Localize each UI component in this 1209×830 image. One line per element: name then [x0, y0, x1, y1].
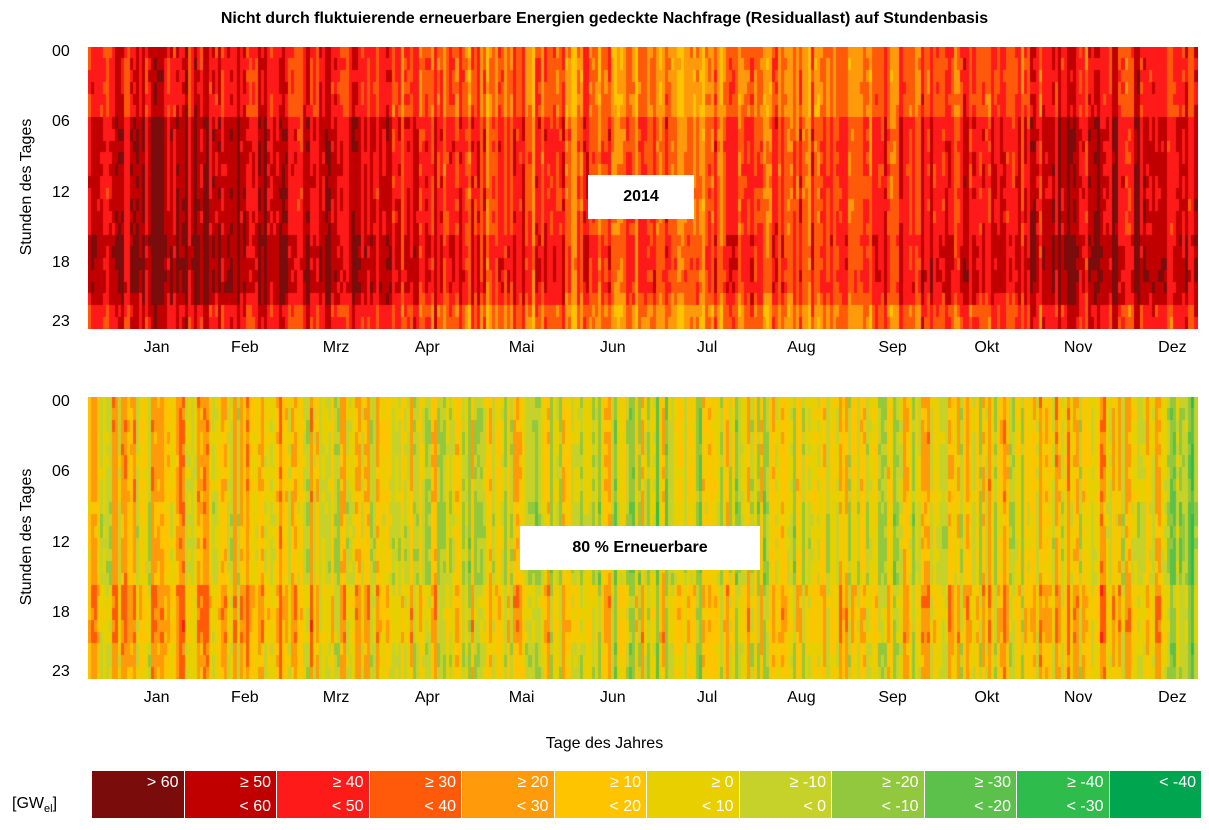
- legend-item-top: ≥ -40: [1067, 774, 1104, 791]
- legend-item-top: ≥ -20: [882, 774, 919, 791]
- legend-item-top: > 60: [146, 774, 179, 791]
- legend-item-bottom: < 0: [803, 798, 826, 815]
- x-tick-label: Nov: [1063, 689, 1093, 706]
- panel-label-80: 80 % Erneuerbare: [520, 526, 760, 570]
- x-tick-label: Feb: [231, 689, 259, 706]
- legend-item: > 60: [92, 771, 185, 818]
- legend-item: ≥ -30 < -20: [924, 771, 1017, 818]
- legend-item-bottom: < 60: [239, 798, 271, 815]
- legend-item: ≥ 20 < 30: [462, 771, 555, 818]
- legend-item-bottom: < 20: [609, 798, 641, 815]
- legend-item-bottom: < 30: [516, 798, 549, 815]
- legend-item-top: ≥ -10: [789, 774, 826, 791]
- legend-item: < -40: [1109, 771, 1202, 818]
- x-tick-label: Feb: [231, 339, 259, 356]
- legend-item-top: ≥ 30: [424, 774, 456, 791]
- legend-item-bottom: < -20: [974, 798, 1011, 815]
- legend-item-bottom: < -30: [1066, 798, 1104, 815]
- y-tick-label: 12: [52, 533, 70, 551]
- legend-item-top: ≥ -30: [974, 774, 1011, 791]
- y-tick-label: 06: [52, 463, 70, 481]
- x-tick-label: Mai: [508, 689, 535, 706]
- y-axis-label-panel1: Stunden des Tages: [18, 118, 35, 256]
- legend-unit-label: [GWel]: [12, 795, 58, 816]
- legend-item: ≥ -10 < 0: [739, 771, 832, 818]
- legend-item: ≥ 30 < 40: [369, 771, 462, 818]
- legend-item: ≥ 40 < 50: [277, 771, 370, 818]
- legend-item-top: ≥ 20: [517, 774, 549, 791]
- x-tick-label: Aug: [787, 339, 816, 356]
- y-tick-label: 23: [52, 663, 70, 681]
- y-tick-label: 00: [52, 42, 70, 60]
- x-tick-label: Apr: [414, 339, 440, 356]
- legend-item-top: ≥ 40: [332, 774, 364, 791]
- legend-item-top: ≥ 50: [239, 774, 271, 791]
- x-tick-label: Okt: [974, 689, 1000, 706]
- color-legend: > 60 ≥ 50 < 60 ≥ 40 < 50 ≥ 30 < 40 ≥ 20 < 30 ≥ 10…: [92, 771, 1202, 818]
- legend-item-top: ≥ 0: [711, 774, 734, 791]
- x-tick-label: Sep: [878, 339, 907, 356]
- legend-item: ≥ -40 < -30: [1017, 771, 1110, 818]
- legend-item: ≥ 50 < 60: [184, 771, 277, 818]
- x-tick-label: Sep: [878, 689, 907, 706]
- legend-item-top: ≥ 10: [609, 774, 641, 791]
- x-tick-label: Mrz: [322, 689, 350, 706]
- x-tick-label: Mrz: [322, 339, 350, 356]
- x-tick-label: Mai: [508, 339, 535, 356]
- x-tick-label: Dez: [1158, 339, 1187, 356]
- x-tick-label: Jan: [143, 689, 170, 706]
- legend-item-bottom: < 40: [424, 798, 456, 815]
- x-tick-label: Nov: [1063, 339, 1093, 356]
- x-tick-label: Apr: [414, 689, 440, 706]
- x-tick-label: Jun: [599, 689, 626, 706]
- x-tick-label: Jun: [599, 339, 626, 356]
- chart-title: Nicht durch fluktuierende erneuerbare En…: [220, 10, 989, 27]
- y-tick-label: 06: [52, 113, 70, 131]
- y-tick-label: 18: [52, 604, 70, 622]
- x-tick-label: Dez: [1158, 689, 1187, 706]
- y-tick-label: 12: [52, 183, 70, 201]
- x-tick-label: Okt: [974, 339, 1000, 356]
- legend-item: ≥ -20 < -10: [832, 771, 925, 818]
- x-tick-label: Jul: [696, 689, 718, 706]
- y-axis-label-panel2: Stunden des Tages: [18, 468, 35, 606]
- legend-item: ≥ 10 < 20: [554, 771, 647, 818]
- legend-item-top: < -40: [1159, 774, 1196, 791]
- legend-item: ≥ 0 < 10: [647, 771, 740, 818]
- legend-item-bottom: < 10: [701, 798, 734, 815]
- x-tick-label: Jul: [696, 339, 718, 356]
- legend-item-bottom: < 50: [331, 798, 364, 815]
- y-tick-label: 18: [52, 254, 70, 272]
- panel-label-2014: 2014: [588, 175, 694, 219]
- x-axis-label: Tage des Jahres: [545, 735, 664, 752]
- y-tick-label: 00: [52, 392, 70, 410]
- legend-item-bottom: < -10: [881, 798, 919, 815]
- x-tick-label: Jan: [143, 339, 170, 356]
- x-tick-label: Aug: [787, 689, 816, 706]
- y-tick-label: 23: [52, 313, 70, 331]
